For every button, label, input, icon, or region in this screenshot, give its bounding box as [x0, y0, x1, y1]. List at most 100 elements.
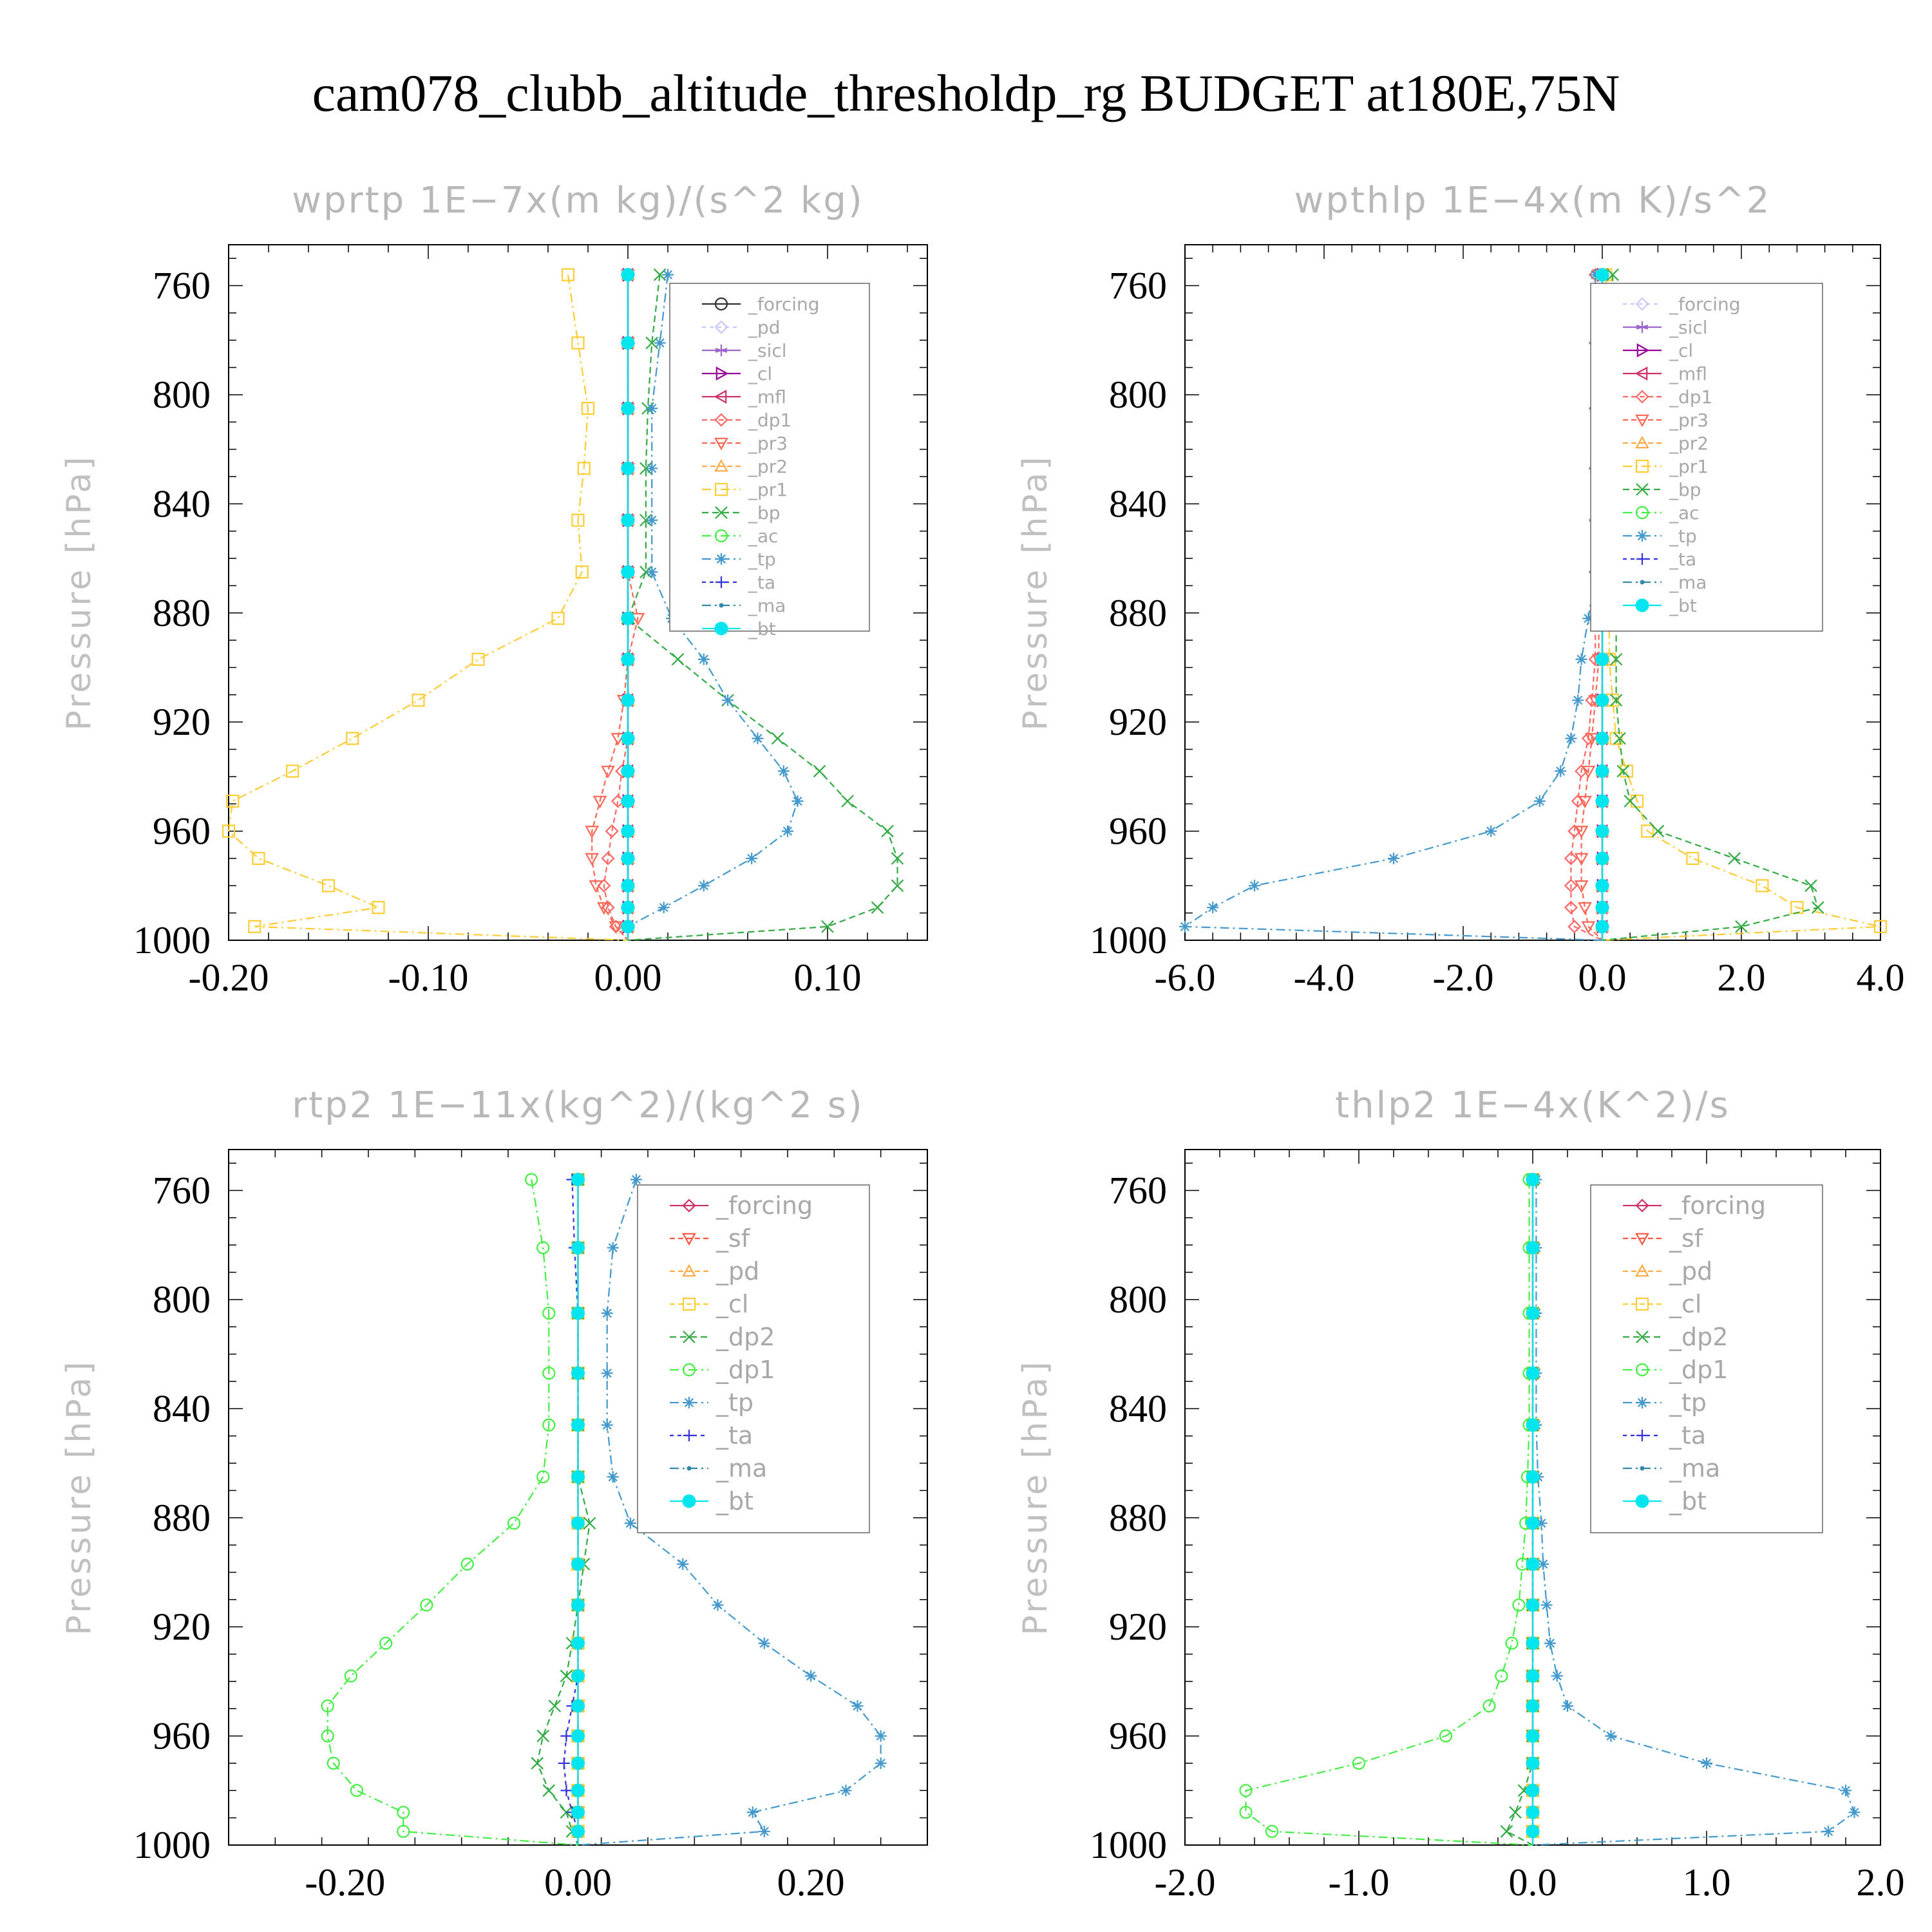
data-point	[1812, 901, 1824, 914]
legend-item: _pr2	[1623, 433, 1709, 454]
data-point	[1584, 733, 1599, 746]
data-point	[542, 1418, 556, 1432]
legend-label: _ma	[715, 1454, 767, 1482]
series-line	[1532, 1179, 1855, 1846]
data-point	[560, 1730, 573, 1742]
data-point	[286, 764, 299, 778]
legend-marker	[1636, 343, 1650, 357]
data-point	[639, 565, 652, 579]
legend-marker	[682, 1494, 696, 1508]
legend-marker	[715, 506, 728, 519]
legend-marker	[715, 553, 727, 565]
data-point	[507, 1517, 521, 1530]
y-tick-label: 800	[1109, 1278, 1167, 1321]
legend-marker	[1635, 1198, 1649, 1213]
y-tick-label: 920	[153, 701, 211, 743]
legend-label: _forcing	[748, 294, 820, 315]
data-point	[621, 878, 635, 893]
legend-marker	[1635, 506, 1649, 520]
data-point	[585, 826, 600, 838]
data-point	[1526, 1805, 1540, 1819]
x-tick-label: -4.0	[1294, 956, 1355, 999]
legend-item: _dp2	[1623, 1323, 1728, 1351]
legend-marker	[1635, 1233, 1649, 1246]
legend-label: _ma	[748, 595, 786, 616]
legend-item: _pr3	[1623, 410, 1709, 431]
legend-label: _pr3	[748, 433, 788, 454]
legend-item: _ma	[670, 1454, 767, 1482]
data-point	[1526, 1470, 1540, 1484]
plot-frame	[1184, 244, 1881, 941]
series-dp2	[531, 1173, 596, 1846]
legend-item: _tp	[1623, 526, 1697, 547]
legend-item: _sf	[670, 1224, 751, 1253]
x-tick-label: 0.00	[594, 956, 662, 999]
data-point	[1509, 1806, 1522, 1819]
data-point	[571, 1756, 585, 1770]
legend-item: _dp2	[670, 1323, 775, 1351]
legend-item: _sf	[1623, 1224, 1704, 1253]
series-dp1	[1239, 1173, 1536, 1846]
legend-item: _cl	[670, 1290, 748, 1318]
legend-item: _ma	[1623, 572, 1707, 593]
data-point	[471, 652, 485, 666]
legend-item: _bp	[702, 502, 781, 524]
data-point	[1567, 824, 1582, 838]
legend-item: _forcing	[1623, 1191, 1766, 1220]
data-point	[746, 1806, 759, 1819]
legend-marker	[1635, 1494, 1649, 1508]
panel-title: rtp2 1E−11x(kg^2)/(kg^2 s)	[292, 1084, 864, 1126]
data-point	[791, 795, 804, 807]
data-point	[248, 920, 261, 933]
data-point	[777, 765, 790, 777]
data-point	[561, 268, 575, 281]
data-point	[875, 1730, 887, 1742]
legend-marker	[714, 297, 728, 311]
series-line	[627, 274, 799, 940]
data-point	[1526, 1636, 1540, 1651]
series-tp	[1179, 269, 1603, 942]
data-point	[601, 1307, 613, 1320]
data-point	[621, 693, 635, 707]
legend-label: _pr2	[748, 456, 788, 477]
legend-marker	[1635, 1264, 1649, 1277]
legend-marker	[1635, 1363, 1649, 1377]
data-point	[841, 795, 854, 808]
legend-label: _bt	[1669, 1487, 1707, 1515]
data-point	[571, 336, 585, 350]
x-tick-label: -2.0	[1155, 1861, 1216, 1904]
y-tick-label: 840	[153, 1387, 211, 1430]
data-point	[571, 1306, 585, 1320]
legend-label: _cl	[715, 1290, 748, 1318]
data-point	[592, 795, 607, 809]
legend-label: _ta	[748, 572, 775, 593]
y-tick-label: 920	[1109, 701, 1167, 743]
data-point	[1701, 1757, 1712, 1769]
data-point	[624, 1517, 636, 1530]
legend-item: _forcing	[670, 1191, 813, 1220]
y-axis-label: Pressure [hPa]	[60, 455, 99, 731]
data-point	[891, 852, 904, 865]
data-point	[327, 1756, 340, 1770]
data-point	[1571, 794, 1585, 808]
legend-label: _bt	[1669, 595, 1697, 616]
data-point	[1207, 902, 1219, 914]
data-point	[1595, 268, 1609, 282]
data-point	[782, 825, 793, 837]
y-tick-label: 960	[153, 1715, 211, 1757]
legend-label: _forcing	[1669, 1191, 1766, 1220]
data-point	[609, 921, 623, 934]
data-point	[1562, 1700, 1573, 1712]
legend-item: _pd	[670, 1257, 759, 1285]
legend-marker	[714, 320, 728, 334]
data-point	[571, 1557, 585, 1571]
legend-item: _pr1	[702, 479, 788, 500]
y-tick-label: 840	[153, 482, 211, 525]
data-point	[1526, 1669, 1540, 1683]
legend-item: _mfl	[702, 386, 786, 408]
data-point	[536, 1241, 550, 1255]
data-point	[1388, 852, 1399, 864]
data-point	[875, 1757, 887, 1769]
data-point	[1630, 794, 1644, 808]
data-point	[621, 824, 635, 838]
